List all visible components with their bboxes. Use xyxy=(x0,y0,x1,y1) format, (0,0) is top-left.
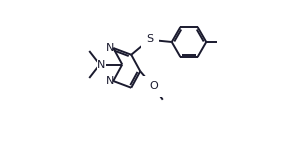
Text: O: O xyxy=(149,81,158,91)
Text: N: N xyxy=(97,60,106,69)
Text: N: N xyxy=(106,43,114,53)
Text: S: S xyxy=(147,34,154,44)
Text: N: N xyxy=(106,76,114,86)
